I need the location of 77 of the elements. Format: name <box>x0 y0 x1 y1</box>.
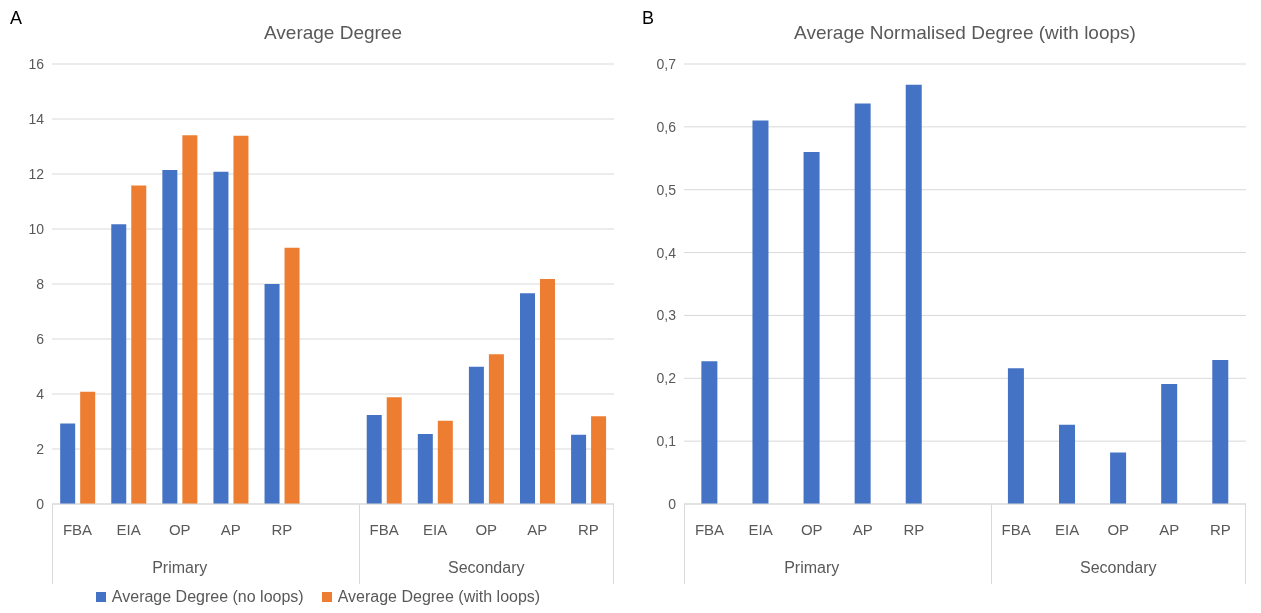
legend-label: Average Degree (with loops) <box>336 588 541 606</box>
bar <box>131 185 147 504</box>
y-tick-label: 0,2 <box>656 370 677 387</box>
bar <box>591 416 607 504</box>
x-tick-label: AP <box>220 520 241 538</box>
bar <box>182 135 198 504</box>
y-tick-label: 0,6 <box>656 118 677 135</box>
x-tick-label: EIA <box>423 520 448 538</box>
x-tick-label: RP <box>271 520 293 538</box>
bar <box>162 169 178 504</box>
y-tick-label: 0,7 <box>656 55 677 72</box>
x-tick-label: OP <box>1107 520 1130 538</box>
chart-title: Average Degree <box>263 22 403 44</box>
y-tick-label: 0,5 <box>656 181 677 198</box>
y-tick-label: 0 <box>668 495 677 512</box>
y-tick-label: 0,3 <box>656 307 677 324</box>
x-tick-label: OP <box>800 520 823 538</box>
x-tick-label: EIA <box>748 520 773 538</box>
x-tick-label: EIA <box>116 520 141 538</box>
bar <box>701 361 718 504</box>
bar <box>233 135 249 504</box>
text: B <box>642 8 655 29</box>
text: Primary <box>151 559 209 577</box>
x-tick-label: FBA <box>62 520 93 538</box>
y-tick-label: 0,4 <box>656 244 677 261</box>
bar <box>80 391 96 504</box>
x-tick-label: FBA <box>694 520 725 538</box>
x-tick-label: AP <box>1159 520 1180 538</box>
y-tick-label: 14 <box>28 110 45 127</box>
legend-label: Average Degree (no loops) <box>110 588 304 606</box>
x-tick-label: AP <box>527 520 548 538</box>
bar <box>1161 383 1178 504</box>
bar <box>1110 452 1127 504</box>
text: A <box>10 8 23 29</box>
bar <box>1059 424 1076 504</box>
x-tick-label: RP <box>1210 520 1231 538</box>
x-tick-label: AP <box>852 520 873 538</box>
x-tick-label: OP <box>475 520 498 538</box>
y-tick-label: 4 <box>36 385 45 402</box>
y-tick-label: 6 <box>36 330 45 347</box>
chart-title: Average Normalised Degree (with loops) <box>793 22 1137 44</box>
x-tick-label: OP <box>168 520 191 538</box>
bar <box>1007 368 1024 504</box>
x-tick-label: RP <box>578 520 599 538</box>
y-tick-label: 12 <box>28 165 45 182</box>
bar <box>437 420 453 504</box>
y-tick-label: 8 <box>36 275 45 292</box>
x-tick-label: RP <box>903 520 925 538</box>
bar <box>905 84 922 504</box>
text: Primary <box>783 559 841 577</box>
y-tick-label: 16 <box>28 55 45 72</box>
x-tick-label: EIA <box>1055 520 1080 538</box>
bar <box>539 279 555 504</box>
bar <box>519 293 535 504</box>
x-tick-label: FBA <box>1001 520 1031 538</box>
text: Secondary <box>447 559 526 577</box>
bar <box>366 414 382 504</box>
bar <box>488 354 504 504</box>
bar <box>213 171 229 504</box>
bar <box>571 434 587 504</box>
y-tick-label: 10 <box>28 220 45 237</box>
y-tick-label: 0,1 <box>656 433 677 450</box>
bar <box>111 224 127 504</box>
bar <box>1212 360 1229 504</box>
y-tick-label: 0 <box>36 495 45 512</box>
bar <box>468 366 484 504</box>
bar <box>803 152 820 504</box>
text: Secondary <box>1079 559 1158 577</box>
bar <box>417 433 433 504</box>
bar <box>264 284 280 504</box>
x-tick-label: FBA <box>369 520 399 538</box>
bar <box>386 397 402 504</box>
bar <box>60 423 76 504</box>
bar <box>752 120 769 504</box>
bar <box>284 247 300 504</box>
y-tick-label: 2 <box>36 440 45 457</box>
bar <box>854 103 871 504</box>
